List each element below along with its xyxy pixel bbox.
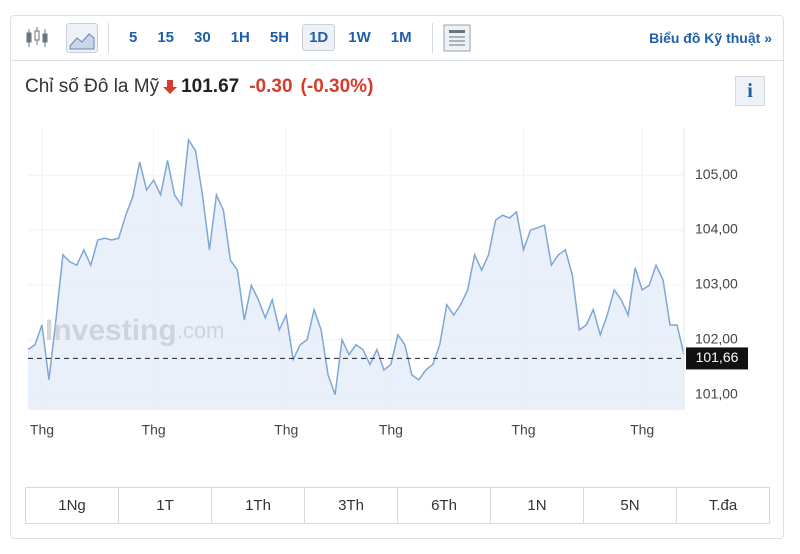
intervals: 5 15 30 1H 5H 1D 1W 1M [119,24,422,51]
x-tick-label: Thg [511,422,535,438]
frame [10,15,784,539]
interval-button[interactable]: 1M [390,29,412,46]
range-button[interactable]: T.đa [676,488,769,523]
toolbar: 5 15 30 1H 5H 1D 1W 1M Biểu đồ Kỹ thuật » [10,15,784,61]
technical-link[interactable]: Biểu đồ Kỹ thuật » [649,30,772,46]
interval-button[interactable]: 5 [129,29,138,46]
range-button[interactable]: 1Th [211,488,304,523]
interval-button[interactable]: 1W [348,29,371,46]
y-tick-label: 102,00 [695,330,738,346]
last-value-box [686,347,748,370]
x-tick-label: Thg [379,422,403,438]
area-fill [28,140,684,410]
area-icon[interactable] [66,22,98,53]
link-icon: » [764,29,772,46]
interval-button[interactable]: 15 [157,29,175,46]
watermark: Investing.com [45,314,224,347]
range-button[interactable]: 1Ng [58,497,86,514]
interval-button[interactable]: 30 [194,29,211,46]
range-button[interactable]: 1T [118,488,211,523]
interval-button[interactable]: 1H [230,29,250,46]
link-text: Biểu đồ Kỹ thuật [649,29,761,46]
range-button[interactable]: 5N [583,488,676,523]
table-icon[interactable] [443,24,471,52]
candles-icon[interactable] [22,23,52,53]
separator [108,22,109,53]
info-button[interactable]: i [735,76,765,106]
range-button[interactable]: 1N [490,488,583,523]
y-tick-label: 101,00 [695,385,738,401]
down-arrow [163,80,178,94]
change-percent: (-0.30%) [300,76,374,97]
last-value-label: 101,66 [696,349,739,365]
range-button[interactable]: 3Th [304,488,397,523]
watermark-suffix: .com [177,318,225,343]
range-buttons: 1Ng 1T 1Th 3Th 6Th 1N 5N T.đa [25,487,770,524]
x-tick-label: Thg [30,422,54,438]
separator [431,22,433,53]
price: 101.67 [181,76,240,97]
range-button[interactable]: 6Th [397,488,490,523]
area-line [27,137,685,395]
interval-button[interactable]: 1D [302,24,336,51]
instrument-name: Chỉ số Đô la Mỹ [25,76,160,97]
change: -0.30 [249,76,293,97]
header: Chỉ số Đô la Mỹ 101.67 -0.30 (-0.30%) [25,76,381,98]
x-tick-label: Thg [630,422,654,438]
y-tick-label: 104,00 [695,221,738,237]
watermark-brand: Investing [45,314,177,347]
x-tick-label: Thg [274,422,298,438]
y-tick-label: 103,00 [695,276,738,292]
x-tick-label: Thg [142,422,166,438]
y-tick-label: 105,00 [695,166,738,182]
interval-button[interactable]: 5H [269,29,290,46]
